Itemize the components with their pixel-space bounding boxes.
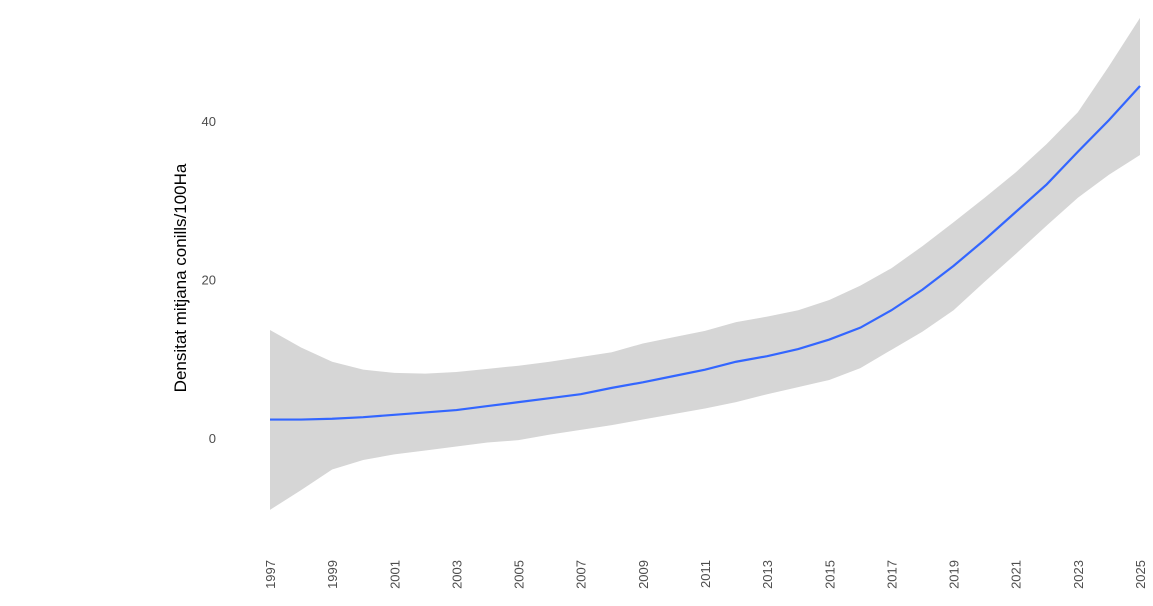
x-tick-label: 2021 [1009, 560, 1024, 589]
y-tick-label: 20 [202, 272, 216, 287]
x-tick-label: 2011 [698, 560, 713, 588]
y-tick-label: 0 [209, 431, 216, 446]
y-tick-label: 40 [202, 114, 216, 129]
x-tick-label: 2015 [822, 560, 837, 589]
x-tick-label: 2019 [947, 560, 962, 589]
x-tick-label: 2017 [884, 560, 899, 589]
x-tick-label: 1999 [325, 560, 340, 589]
x-tick-label: 2009 [636, 560, 651, 589]
x-tick-label: 2007 [574, 560, 589, 589]
y-axis-title: Densitat mitjana conills/100Ha [171, 163, 190, 392]
x-tick-label: 2005 [512, 560, 527, 589]
x-tick-label: 2025 [1133, 560, 1148, 589]
x-tick-label: 2001 [387, 560, 402, 589]
x-tick-label: 1997 [263, 560, 278, 589]
x-tick-label: 2023 [1071, 560, 1086, 589]
x-tick-label: 2013 [760, 560, 775, 589]
trend-line [270, 85, 1141, 421]
confidence-band [270, 17, 1140, 510]
x-tick-label: 2003 [449, 560, 464, 589]
